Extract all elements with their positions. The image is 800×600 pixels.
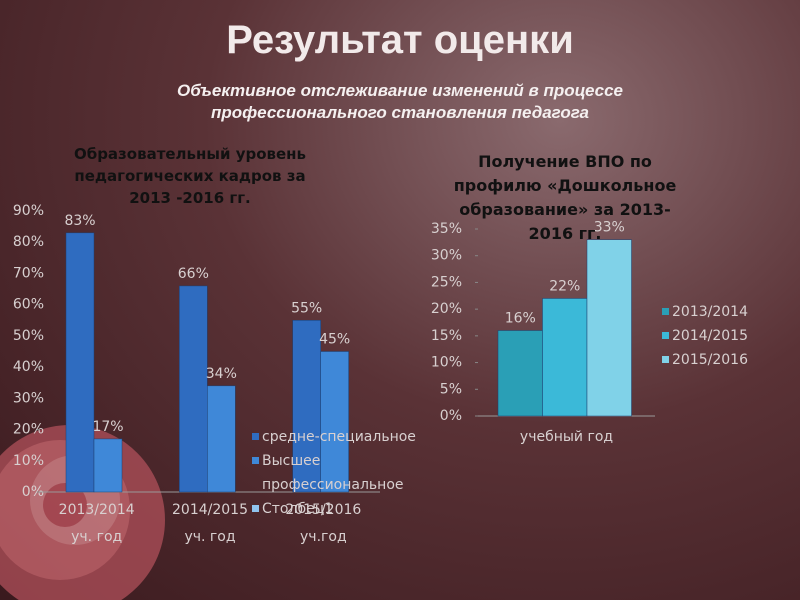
chart-title: Образовательный уровень педагогических к… xyxy=(73,145,307,207)
bar xyxy=(207,385,236,493)
legend-label: Высшее профессиональное xyxy=(262,453,404,493)
x-tick-label: 2013/2014 xyxy=(59,502,135,518)
legend-swatch xyxy=(252,457,259,464)
y-tick-label: 90% xyxy=(13,203,44,219)
legend-label: Столбец1 xyxy=(262,501,334,517)
slide-subtitle: Объективное отслеживание изменений в про… xyxy=(177,81,623,122)
bar xyxy=(542,298,588,417)
data-label: 83% xyxy=(64,213,95,229)
chart-title: Получение ВПО по профилю «Дошкольное обр… xyxy=(453,152,677,243)
y-tick-label: 20% xyxy=(431,301,462,317)
x-tick-label: 2015/2016 уч.год xyxy=(285,502,361,545)
y-tick-label: 20% xyxy=(13,422,44,438)
x-tick-label: 2013/2014 уч. год xyxy=(59,502,135,545)
y-tick-label: 40% xyxy=(13,359,44,375)
y-tick-label: 10% xyxy=(431,355,462,371)
bar xyxy=(586,239,632,417)
legend-label: 2015/2016 xyxy=(672,352,748,368)
x-tick-label: 2014/2015 уч. год xyxy=(172,502,248,545)
y-tick-label: 30% xyxy=(13,390,44,406)
data-label: 17% xyxy=(92,419,123,435)
bar xyxy=(179,285,208,493)
legend-label: средне-специальное xyxy=(262,429,416,445)
legend-swatch xyxy=(252,505,259,512)
y-tick-label: 5% xyxy=(440,381,462,397)
x-tick-label: учебный год xyxy=(520,429,613,445)
legend-swatch xyxy=(662,308,669,315)
slide-title: Результат оценки xyxy=(226,18,574,62)
y-tick-label: 70% xyxy=(13,265,44,281)
bar xyxy=(93,438,123,493)
y-tick-label: 60% xyxy=(13,297,44,313)
legend-label: 2014/2015 xyxy=(672,328,748,344)
data-label: 16% xyxy=(505,311,536,327)
data-label: 33% xyxy=(594,220,625,236)
legend-swatch xyxy=(662,332,669,339)
bar xyxy=(497,330,543,417)
bar xyxy=(65,232,95,493)
data-label: 66% xyxy=(178,266,209,282)
y-tick-label: 30% xyxy=(431,248,462,264)
x-tick-label: уч.год xyxy=(300,529,347,545)
y-tick-label: 15% xyxy=(431,328,462,344)
x-tick-label: уч. год xyxy=(71,529,122,545)
y-tick-label: 80% xyxy=(13,234,44,250)
legend-label: 2013/2014 xyxy=(672,304,748,320)
data-label: 55% xyxy=(291,300,322,316)
data-label: 45% xyxy=(319,332,350,348)
y-tick-label: 0% xyxy=(440,408,462,424)
x-tick-label: 2015/2016 xyxy=(285,502,361,518)
data-label: 22% xyxy=(549,278,580,294)
bar xyxy=(292,320,321,493)
y-tick-label: 50% xyxy=(13,328,44,344)
x-tick-label: уч. год xyxy=(184,529,235,545)
bar xyxy=(320,351,349,493)
y-tick-label: 10% xyxy=(13,453,44,469)
legend-swatch xyxy=(662,356,669,363)
data-label: 34% xyxy=(206,366,237,382)
x-tick-label: 2014/2015 xyxy=(172,502,248,518)
y-tick-label: 25% xyxy=(431,274,462,290)
y-tick-label: 35% xyxy=(431,221,462,237)
y-tick-label: 0% xyxy=(22,484,44,500)
legend-swatch xyxy=(252,433,259,440)
